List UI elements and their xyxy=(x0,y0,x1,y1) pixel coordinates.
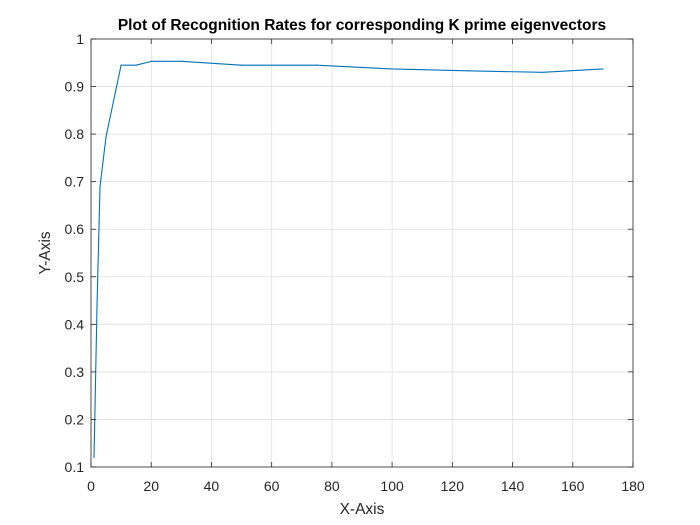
y-tick-label: 0.5 xyxy=(65,269,85,285)
y-tick-label: 0.2 xyxy=(65,411,85,427)
data-point xyxy=(105,135,107,138)
series-line xyxy=(93,60,603,458)
x-tick-label: 60 xyxy=(264,478,280,494)
x-tick-label: 120 xyxy=(441,478,465,494)
y-tick-label: 0.3 xyxy=(65,364,85,380)
chart-title: Plot of Recognition Rates for correspond… xyxy=(118,17,606,34)
data-point xyxy=(99,185,101,188)
y-tick-labels: 0.1 0.2 0.3 0.4 0.5 0.6 0.7 0.8 0.9 1 xyxy=(65,31,85,475)
data-point xyxy=(466,70,468,72)
data-point xyxy=(391,68,393,70)
axis-ticks xyxy=(90,38,634,468)
data-point xyxy=(150,60,152,62)
y-tick-label: 0.6 xyxy=(65,221,85,237)
plot-area xyxy=(91,39,633,467)
y-tick-label: 0.8 xyxy=(65,126,85,142)
y-tick-label: 0.9 xyxy=(65,79,85,95)
y-tick-label: 1 xyxy=(76,31,84,47)
data-point xyxy=(135,64,137,66)
x-tick-labels: 0 20 40 60 80 100 120 140 160 180 xyxy=(87,478,645,494)
data-point xyxy=(120,64,122,66)
data-point xyxy=(96,304,98,306)
data-point xyxy=(240,64,243,66)
x-tick-label: 0 xyxy=(87,478,95,494)
x-tick-label: 160 xyxy=(561,478,585,494)
y-tick-label: 0.7 xyxy=(65,174,85,190)
data-point xyxy=(602,68,604,70)
x-tick-label: 180 xyxy=(621,478,645,494)
plot-frame xyxy=(90,38,634,468)
y-tick-label: 0.4 xyxy=(65,316,85,332)
data-point xyxy=(542,71,544,73)
data-point xyxy=(180,60,182,62)
data-point xyxy=(316,64,318,66)
x-tick-label: 80 xyxy=(324,478,340,494)
x-axis-label: X-Axis xyxy=(340,501,385,518)
x-tick-label: 100 xyxy=(380,478,404,494)
x-tick-label: 140 xyxy=(501,478,525,494)
x-tick-label: 20 xyxy=(143,478,159,494)
y-axis-label: Y-Axis xyxy=(37,231,54,275)
y-tick-label: 0.1 xyxy=(65,459,85,475)
data-series xyxy=(93,60,604,459)
x-tick-label: 40 xyxy=(204,478,220,494)
data-point xyxy=(93,456,95,459)
